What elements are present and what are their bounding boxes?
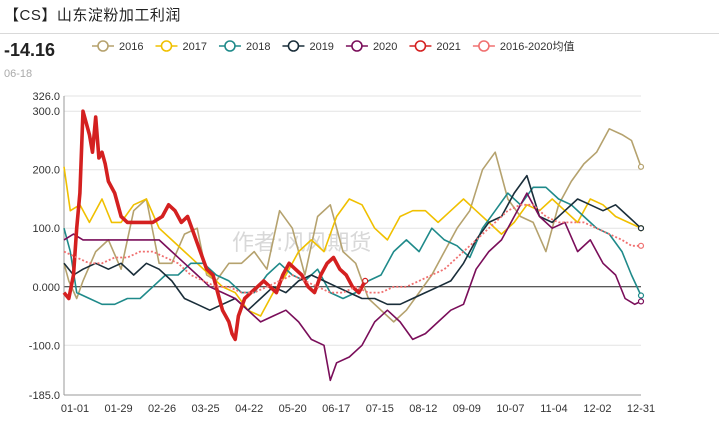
legend-label: 2017 [182, 41, 206, 53]
y-tick-label: -100.0 [29, 340, 60, 352]
x-axis: 01-01 01-29 02-26 03-25 04-22 05-20 06-17 07-15… [61, 394, 655, 415]
series-end-marker [637, 225, 645, 232]
latest-value: -14.16 [4, 40, 56, 60]
legend-swatch-marker [97, 40, 109, 52]
legend-item[interactable]: 2016-2020均值 [472, 40, 575, 53]
y-axis: 326.0 300.0 200.0 100.0 0.000 -100.0 -185.0 [29, 91, 65, 402]
legend-label: 2016-2020均值 [500, 40, 575, 53]
series-end-marker [637, 298, 645, 305]
legend-swatch-marker [478, 40, 490, 52]
chart-legend[interactable]: 2016 2017 2018 2019 2020 2021 2016-2020均值 [92, 40, 575, 53]
legend-swatch-marker [224, 40, 236, 52]
legend-item[interactable]: 2020 [345, 40, 397, 53]
series-line-2016-2020均值 [63, 203, 641, 294]
series-line-2019 [63, 174, 642, 312]
legend-swatch-marker [287, 40, 300, 52]
legend-item[interactable]: 2017 [155, 40, 207, 53]
legend-item[interactable]: 2021 [409, 40, 461, 53]
series-line-2020 [63, 192, 642, 382]
series-end-marker [362, 277, 369, 285]
legend-swatch-marker [160, 40, 173, 52]
x-tick-label: 11-04 [540, 403, 567, 415]
legend-item[interactable]: 2018 [218, 40, 270, 53]
x-tick-label: 07-15 [366, 403, 394, 415]
series-line-2016 [63, 128, 642, 323]
x-tick-label: 03-25 [192, 403, 220, 415]
x-tick-label: 12-31 [627, 403, 655, 415]
x-tick-label: 09-09 [453, 403, 481, 415]
series-end-marker [637, 292, 645, 299]
y-tick-label: -185.0 [29, 390, 60, 402]
legend-item[interactable]: 2016 [92, 40, 143, 53]
title-divider [0, 33, 719, 34]
x-tick-label: 06-17 [322, 403, 350, 415]
series-line-2021 [62, 109, 367, 342]
series-end-marker [637, 242, 645, 249]
series-end-marker [637, 163, 645, 170]
legend-label: 2019 [309, 41, 333, 53]
y-tick-label: 100.0 [32, 223, 60, 235]
x-tick-label: 01-29 [104, 403, 132, 415]
y-tick-label: 300.0 [32, 106, 60, 118]
y-tick-label: 326.0 [32, 91, 60, 103]
y-tick-label: 200.0 [32, 165, 60, 177]
legend-label: 2016 [119, 41, 143, 53]
series-line-2018 [63, 186, 642, 306]
legend-label: 2021 [436, 41, 460, 53]
series-lines [62, 109, 645, 382]
x-tick-label: 05-20 [279, 403, 307, 415]
legend-label: 2020 [373, 41, 397, 53]
legend-label: 2018 [246, 41, 270, 53]
latest-date: 06-18 [4, 68, 33, 80]
legend-swatch-marker [351, 40, 363, 52]
y-tick-label: 0.000 [32, 282, 60, 294]
x-tick-label: 08-12 [409, 403, 437, 415]
legend-swatch-marker [414, 40, 427, 52]
x-tick-label: 01-01 [61, 403, 89, 415]
x-tick-label: 10-07 [496, 403, 524, 415]
grid-lines [64, 95, 641, 396]
chart-title: 【CS】山东淀粉加工利润 [4, 7, 181, 24]
x-tick-label: 04-22 [235, 403, 263, 415]
series-line-2017 [63, 166, 642, 317]
x-tick-label: 02-26 [148, 403, 176, 415]
x-tick-label: 12-02 [583, 403, 611, 415]
legend-item[interactable]: 2019 [282, 40, 334, 53]
